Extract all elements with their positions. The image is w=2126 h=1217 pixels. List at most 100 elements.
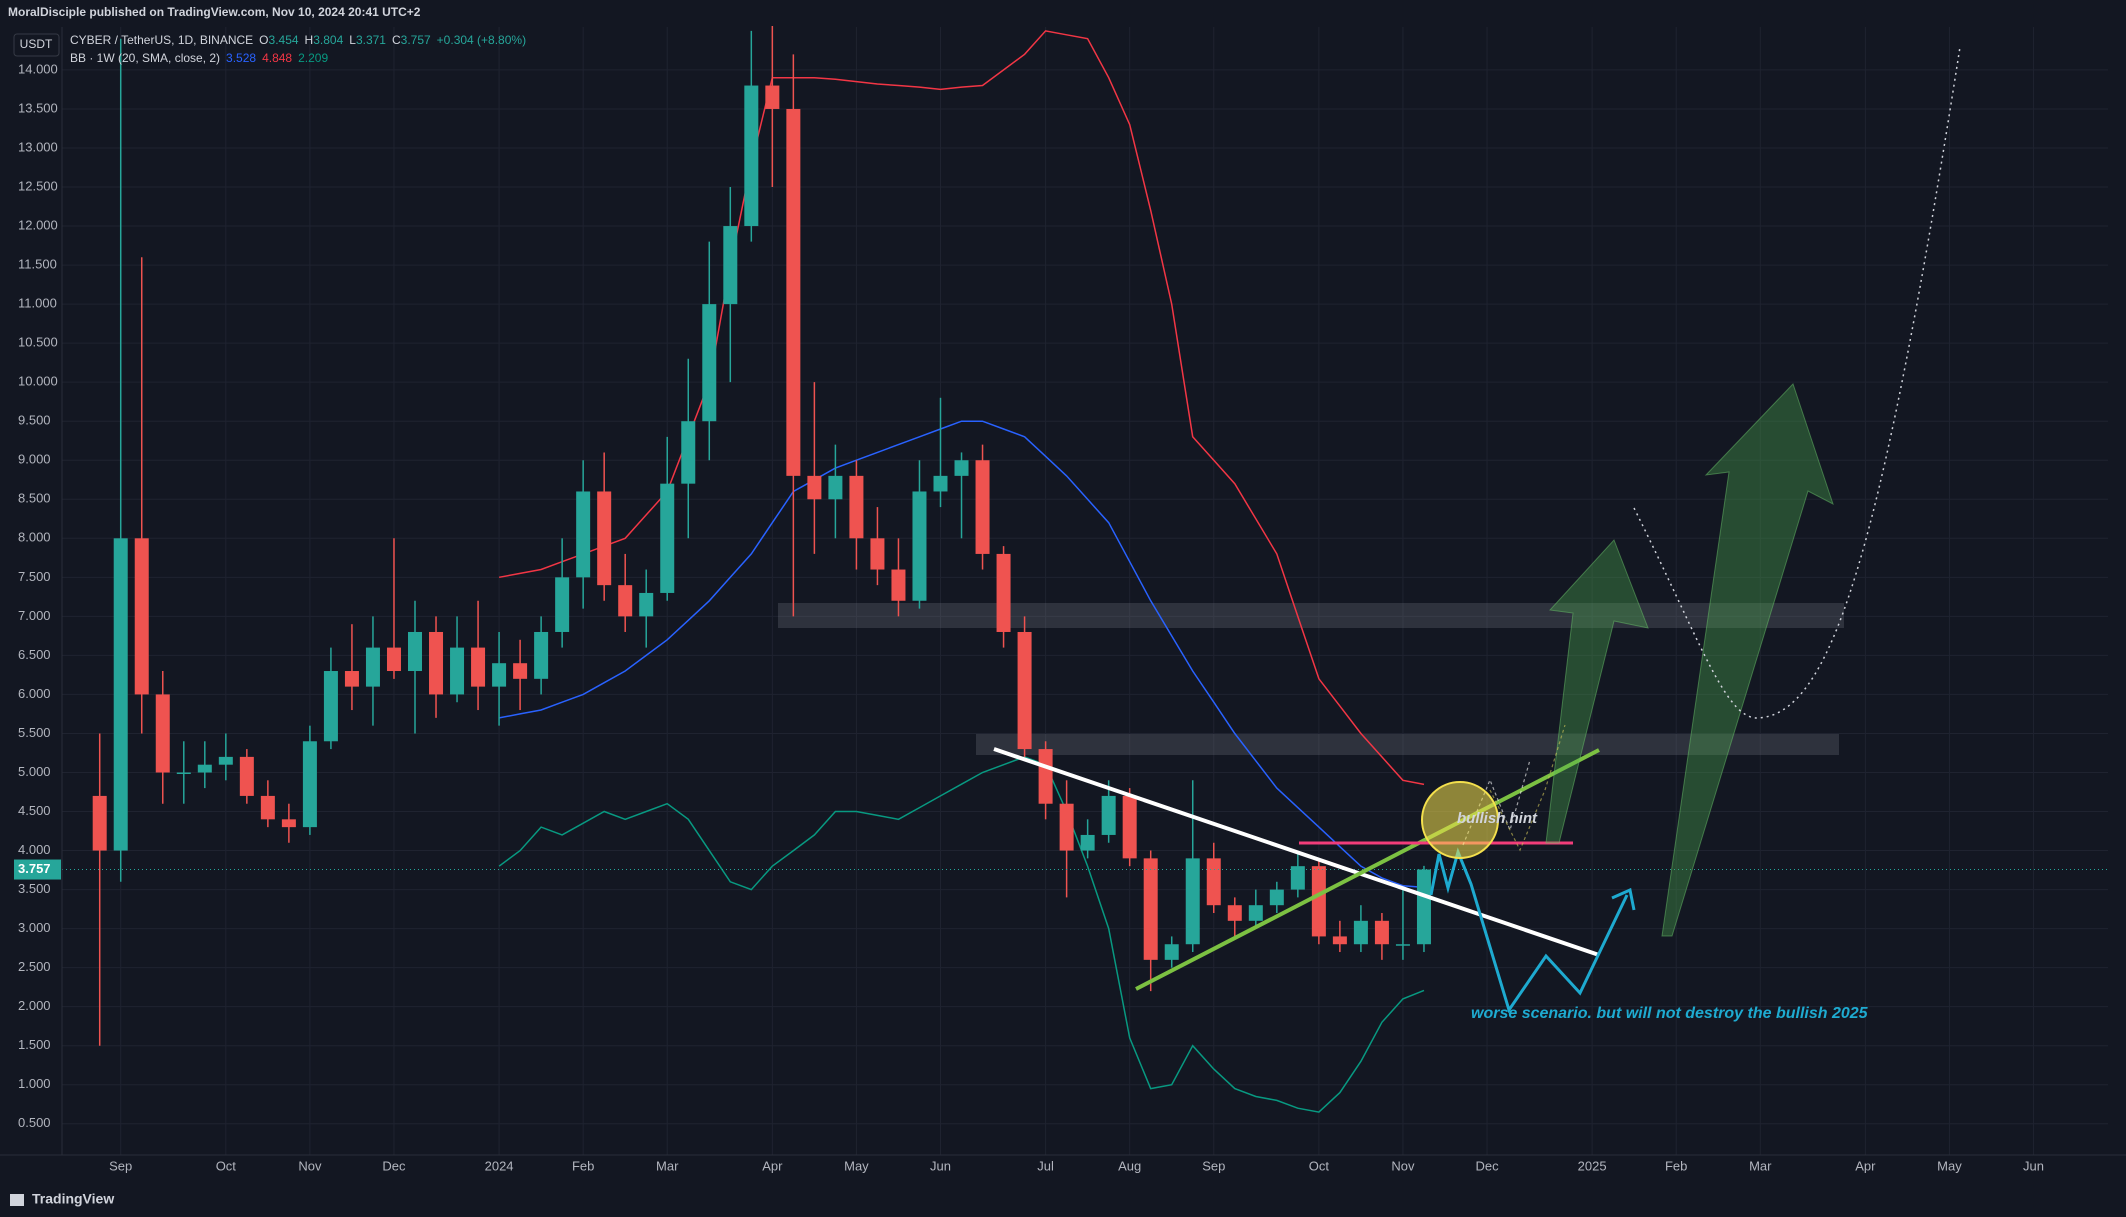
candle-body: [786, 108, 801, 476]
candle-body: [239, 756, 254, 796]
ohlc-value: 3.454: [269, 33, 299, 47]
candle-body: [513, 663, 528, 679]
candle-body: [1269, 889, 1284, 906]
y-tick-label: 12.500: [18, 178, 58, 193]
y-tick-label: 10.500: [18, 335, 58, 350]
candle-body: [281, 819, 296, 828]
candle-body: [197, 764, 212, 773]
trend-line: [1135, 748, 1600, 991]
candle-body: [618, 585, 633, 617]
candle-body: [933, 475, 948, 492]
indicator: BB · 1W (20, SMA, close, 2): [70, 51, 220, 65]
candle-body: [155, 694, 170, 773]
y-tick-label: 1.500: [18, 1037, 51, 1052]
band-line: [498, 420, 1425, 889]
candle-body: [723, 226, 738, 305]
arrow-head: [1611, 887, 1636, 911]
candle-body: [450, 647, 465, 695]
ohlc-value: 3.804: [313, 33, 343, 47]
y-tick-label: 13.000: [18, 139, 58, 154]
y-tick-label: 2.500: [18, 959, 51, 974]
y-tick-label: 11.000: [18, 296, 57, 311]
scenario-path: [1429, 847, 1629, 1014]
projection-curve: [1633, 46, 1961, 719]
arrow: [1545, 539, 1649, 844]
header-bar: [0, 0, 2126, 26]
candle-body: [1038, 749, 1053, 804]
x-tick-label: May: [844, 1158, 869, 1173]
candle-body: [1101, 795, 1116, 835]
y-tick-label: 8.500: [18, 491, 51, 506]
candle-body: [1416, 869, 1431, 945]
footer-bar: [0, 1187, 2126, 1217]
candle-body: [660, 483, 675, 593]
candle-body: [891, 569, 906, 601]
candle-body: [386, 647, 401, 672]
candle-body: [429, 631, 444, 695]
x-tick-label: Jun: [930, 1158, 951, 1173]
candles: [62, 23, 2108, 1046]
candle-body: [681, 421, 696, 484]
candle-body: [134, 538, 149, 695]
y-tick-label: 3.500: [18, 881, 51, 896]
axes: [0, 27, 2126, 1156]
bollinger-bands: [498, 30, 1425, 1113]
x-tick-label: Aug: [1118, 1158, 1141, 1173]
y-tick-label: 5.000: [18, 764, 51, 779]
candle-body: [912, 491, 927, 601]
labels: 0.500 1.000 1.500 2.000 2.500 3.000 3.500 4.000…: [14, 61, 2044, 1173]
x-tick-label: Oct: [216, 1158, 237, 1173]
publisher: MoralDisciple published on TradingView.c…: [8, 5, 421, 19]
y-tick-label: 4.000: [18, 842, 51, 857]
indicator-value: 3.528: [226, 51, 256, 65]
candle-body: [1290, 866, 1305, 890]
y-tick-label: 12.000: [18, 217, 58, 232]
x-tick-label: Dec: [382, 1158, 406, 1173]
ohlc-label: C: [392, 33, 401, 47]
last-price-label: 3.757: [18, 861, 51, 876]
arrow: [1661, 383, 1834, 937]
trend-line: [993, 747, 1600, 957]
y-tick-label: 2.000: [18, 998, 51, 1013]
candle-body: [1248, 905, 1263, 921]
logo: [10, 1194, 24, 1206]
candle-body: [492, 663, 507, 687]
candle-body: [1017, 631, 1032, 750]
candle-body: [218, 756, 233, 765]
currency: USDT: [20, 37, 53, 51]
currency-box: [13, 33, 60, 57]
grid: [62, 27, 2108, 1155]
x-tick-label: Feb: [1665, 1158, 1687, 1173]
resistance-zone: [976, 734, 1839, 755]
indicator-value: 2.209: [298, 51, 328, 65]
y-tick-label: 7.000: [18, 608, 51, 623]
ohlc-label: O: [259, 33, 268, 47]
candle-body: [302, 741, 317, 828]
x-tick-label: Sep: [109, 1158, 132, 1173]
drawings: bullish hint worse scenario. but will no…: [993, 46, 1961, 1022]
ohlc-value: 3.757: [401, 33, 431, 47]
y-tick-label: 3.000: [18, 920, 51, 935]
y-tick-label: 6.500: [18, 647, 51, 662]
x-tick-label: Feb: [572, 1158, 594, 1173]
candle-body: [1332, 936, 1347, 945]
legend: CYBER / TetherUS, 1D, BINANCE O3.454 H3.80…: [70, 33, 526, 65]
candle-body: [365, 647, 380, 687]
x-tick-label: Apr: [1855, 1158, 1876, 1173]
candle-body: [1122, 795, 1137, 859]
y-tick-label: 7.500: [18, 569, 51, 584]
brand: TradingView: [32, 1191, 114, 1207]
candle-body: [534, 631, 549, 679]
candle-body: [639, 592, 654, 617]
candle-body: [849, 475, 864, 539]
y-tick-label: 6.000: [18, 686, 51, 701]
candle-body: [1164, 944, 1179, 960]
x-tick-label: Mar: [1749, 1158, 1772, 1173]
candle-body: [1395, 944, 1410, 946]
candle-body: [1311, 866, 1326, 937]
ohlc-label: L: [349, 33, 356, 47]
ohlc-value: 3.371: [356, 33, 386, 47]
legend-line: BB · 1W (20, SMA, close, 2) 3.528 4.848 2.2…: [70, 51, 328, 65]
band-line: [498, 30, 1425, 786]
